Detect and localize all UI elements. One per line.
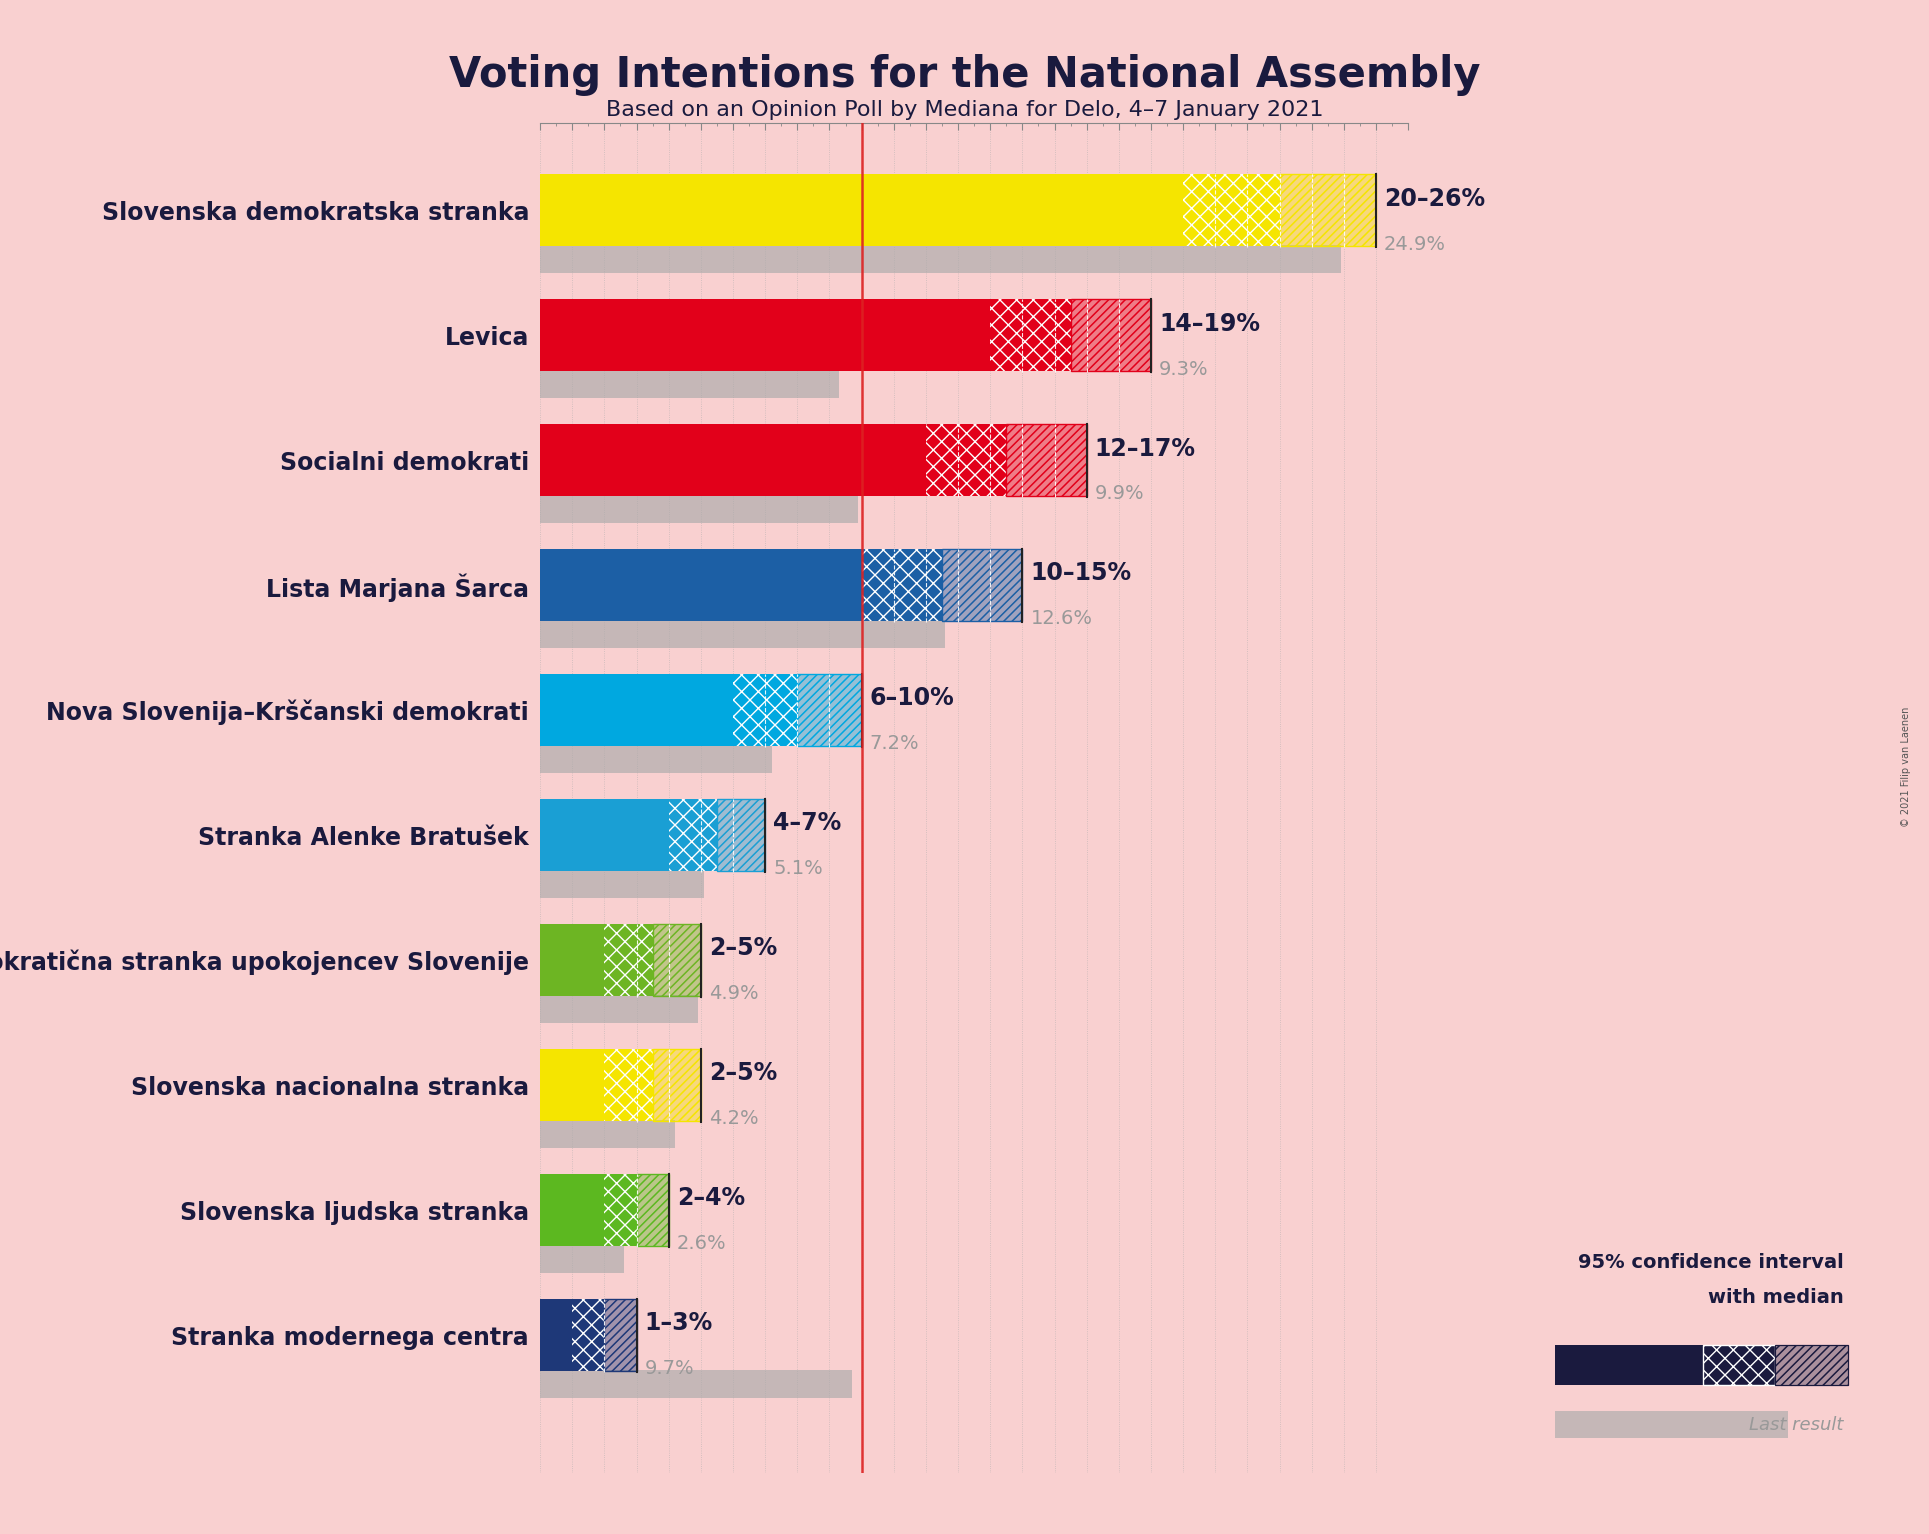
Bar — [1007, 425, 1086, 495]
Text: 6–10%: 6–10% — [870, 687, 955, 710]
Bar — [540, 1246, 623, 1273]
Bar — [540, 1299, 573, 1371]
Bar — [652, 1049, 700, 1121]
Bar — [540, 746, 772, 773]
Bar — [637, 1175, 669, 1246]
Bar — [1279, 175, 1375, 245]
Bar — [652, 1049, 700, 1121]
Bar — [652, 925, 700, 996]
Bar — [1071, 299, 1152, 371]
Bar — [718, 799, 766, 871]
Text: 2–5%: 2–5% — [710, 936, 777, 960]
Bar — [1555, 1411, 1788, 1439]
Bar — [1775, 1345, 1848, 1385]
Text: 4.2%: 4.2% — [710, 1109, 758, 1129]
Text: 2.6%: 2.6% — [677, 1235, 727, 1253]
Text: 4.9%: 4.9% — [710, 985, 758, 1003]
Bar — [540, 495, 858, 523]
Bar — [604, 1049, 652, 1121]
Bar — [1279, 175, 1375, 245]
Text: 95% confidence interval: 95% confidence interval — [1578, 1253, 1844, 1272]
Text: 10–15%: 10–15% — [1030, 561, 1132, 586]
Bar — [573, 1299, 604, 1371]
Bar — [1555, 1345, 1703, 1385]
Bar — [540, 370, 839, 397]
Text: 24.9%: 24.9% — [1383, 235, 1447, 253]
Bar — [941, 549, 1022, 621]
Bar — [604, 1175, 637, 1246]
Bar — [797, 675, 862, 746]
Bar — [540, 1175, 604, 1246]
Bar — [604, 1299, 637, 1371]
Text: 9.9%: 9.9% — [1096, 485, 1144, 503]
Text: 12–17%: 12–17% — [1096, 437, 1196, 460]
Bar — [652, 925, 700, 996]
Bar — [540, 799, 669, 871]
Text: 20–26%: 20–26% — [1383, 187, 1485, 210]
Text: with median: with median — [1707, 1287, 1844, 1307]
Bar — [718, 799, 766, 871]
Bar — [733, 675, 797, 746]
Text: 9.7%: 9.7% — [644, 1359, 694, 1379]
Text: 14–19%: 14–19% — [1159, 311, 1260, 336]
Bar — [540, 299, 990, 371]
Bar — [637, 1175, 669, 1246]
Bar — [941, 549, 1022, 621]
Bar — [1007, 425, 1086, 495]
Bar — [540, 549, 862, 621]
Bar — [797, 675, 862, 746]
Text: 7.2%: 7.2% — [870, 735, 920, 753]
Text: 1–3%: 1–3% — [644, 1312, 714, 1336]
Bar — [540, 245, 1341, 273]
Bar — [990, 299, 1071, 371]
Bar — [540, 675, 733, 746]
Bar — [540, 175, 1182, 245]
Bar — [604, 1299, 637, 1371]
Bar — [540, 925, 604, 996]
Text: Last result: Last result — [1750, 1416, 1844, 1434]
Text: 2–5%: 2–5% — [710, 1062, 777, 1086]
Text: 4–7%: 4–7% — [774, 811, 841, 836]
Bar — [540, 996, 698, 1023]
Bar — [1775, 1345, 1848, 1385]
Text: 5.1%: 5.1% — [774, 859, 824, 879]
Bar — [669, 799, 718, 871]
Text: 9.3%: 9.3% — [1159, 359, 1209, 379]
Text: Voting Intentions for the National Assembly: Voting Intentions for the National Assem… — [449, 54, 1480, 95]
Bar — [862, 549, 941, 621]
Text: Based on an Opinion Poll by Mediana for Delo, 4–7 January 2021: Based on an Opinion Poll by Mediana for … — [606, 100, 1323, 120]
Bar — [604, 925, 652, 996]
Bar — [926, 425, 1007, 495]
Text: © 2021 Filip van Laenen: © 2021 Filip van Laenen — [1900, 707, 1912, 827]
Bar — [1182, 175, 1279, 245]
Bar — [540, 425, 926, 495]
Bar — [540, 1370, 853, 1397]
Bar — [540, 620, 945, 647]
Bar — [1071, 299, 1152, 371]
Text: 2–4%: 2–4% — [677, 1186, 745, 1210]
Bar — [540, 870, 704, 897]
Bar — [540, 1049, 604, 1121]
Bar — [1703, 1345, 1775, 1385]
Text: 12.6%: 12.6% — [1030, 609, 1092, 629]
Bar — [540, 1120, 675, 1147]
